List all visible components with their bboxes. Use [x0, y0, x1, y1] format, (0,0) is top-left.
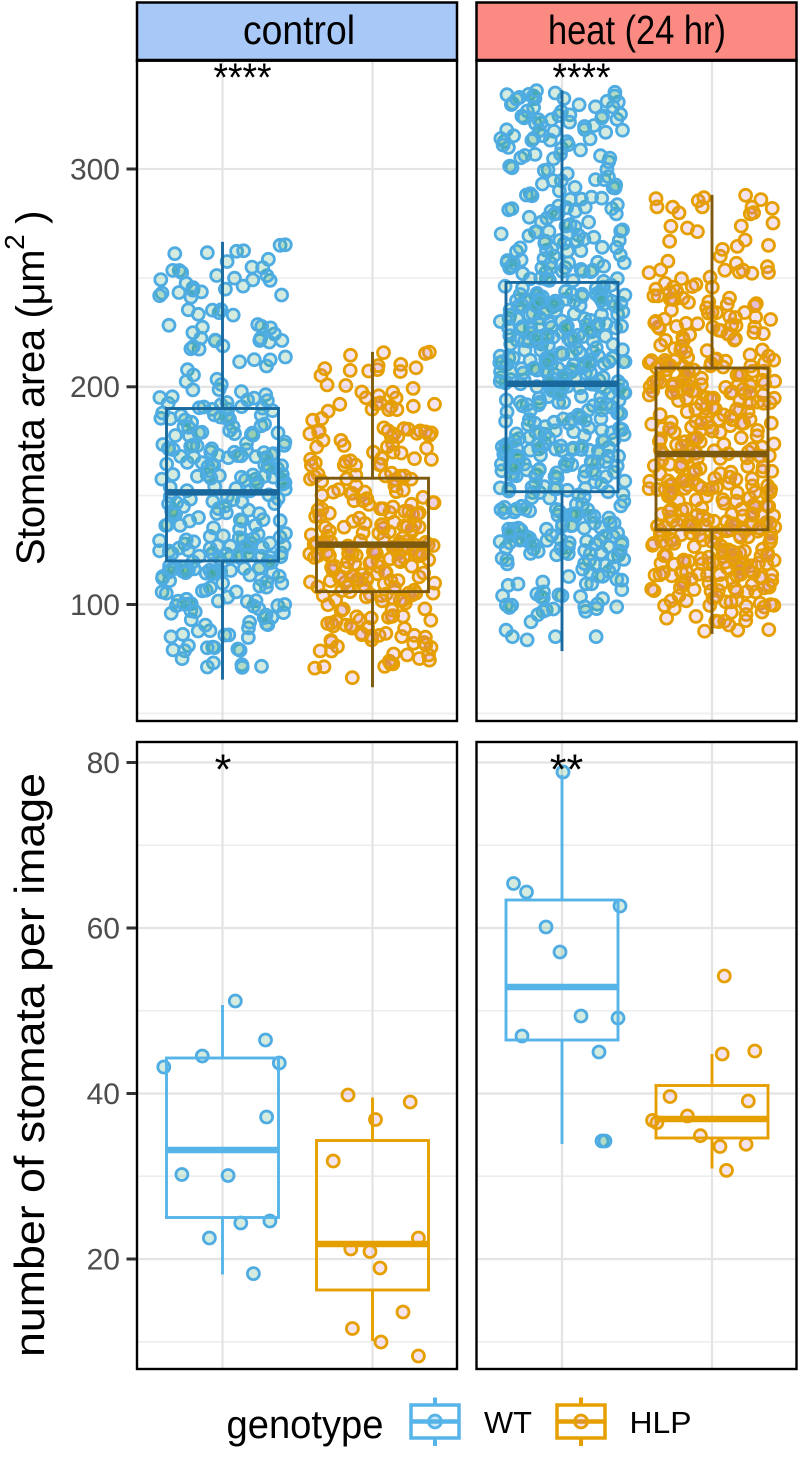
svg-text:HLP: HLP [630, 1405, 692, 1440]
svg-text:40: 40 [87, 1078, 120, 1111]
svg-text:*: * [215, 746, 232, 794]
svg-text:80: 80 [87, 747, 120, 780]
svg-text:****: **** [214, 56, 272, 100]
svg-text:Stomata area (μm2 ): Stomata area (μm2 ) [0, 211, 53, 565]
svg-text:number of stomata per image: number of stomata per image [6, 773, 53, 1357]
svg-text:60: 60 [87, 913, 120, 946]
svg-text:genotype: genotype [227, 1403, 384, 1447]
svg-text:**: ** [550, 746, 584, 794]
svg-text:300: 300 [70, 154, 120, 187]
svg-text:200: 200 [70, 371, 120, 404]
svg-text:100: 100 [70, 589, 120, 622]
svg-text:WT: WT [484, 1405, 532, 1440]
svg-text:heat (24 hr): heat (24 hr) [548, 7, 726, 53]
svg-text:****: **** [553, 56, 611, 100]
svg-text:20: 20 [87, 1244, 120, 1277]
svg-text:control: control [243, 7, 355, 53]
